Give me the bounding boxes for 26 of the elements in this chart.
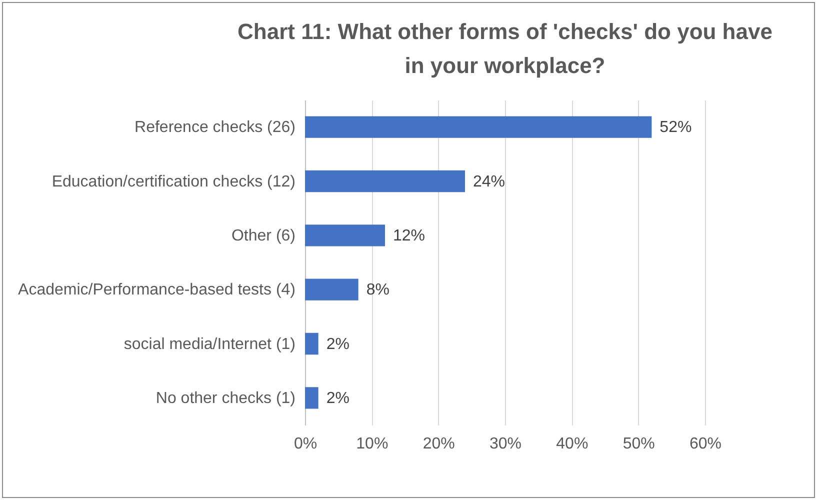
x-tick-label: 60% — [689, 436, 722, 452]
x-tick-label: 50% — [622, 436, 655, 452]
y-tick-label: Reference checks (26) — [134, 119, 296, 136]
data-label: 2% — [326, 390, 350, 407]
data-label: 24% — [473, 173, 506, 190]
y-tick-label: Academic/Performance-based tests (4) — [18, 282, 296, 299]
x-tick-label: 0% — [294, 436, 318, 452]
data-label: 52% — [660, 119, 692, 136]
bar — [305, 387, 318, 409]
bar — [305, 116, 652, 138]
y-tick-label: social media/Internet (1) — [124, 336, 296, 353]
x-tick-label: 30% — [489, 436, 522, 452]
y-tick-label: No other checks (1) — [156, 390, 296, 407]
chart-title: Chart 11: What other forms of 'checks' do you have in your workplace? — [238, 19, 772, 78]
bar — [305, 224, 385, 246]
data-label: 12% — [393, 227, 426, 244]
x-tick-label: 40% — [556, 436, 588, 452]
bar — [305, 170, 465, 192]
data-label: 2% — [326, 336, 350, 353]
y-tick-label: Education/certification checks (12) — [52, 173, 296, 190]
bar — [305, 278, 358, 300]
x-tick-label: 10% — [356, 436, 388, 452]
bar — [305, 332, 318, 355]
data-label: 8% — [366, 282, 390, 299]
y-tick-label: Other (6) — [231, 227, 296, 244]
x-tick-label: 20% — [422, 436, 455, 452]
